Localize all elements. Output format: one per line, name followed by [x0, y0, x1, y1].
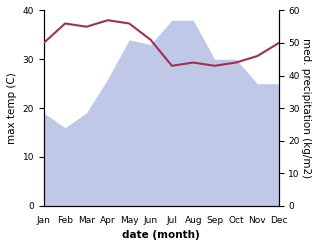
Y-axis label: max temp (C): max temp (C)	[7, 72, 17, 144]
X-axis label: date (month): date (month)	[122, 230, 200, 240]
Y-axis label: med. precipitation (kg/m2): med. precipitation (kg/m2)	[301, 38, 311, 178]
